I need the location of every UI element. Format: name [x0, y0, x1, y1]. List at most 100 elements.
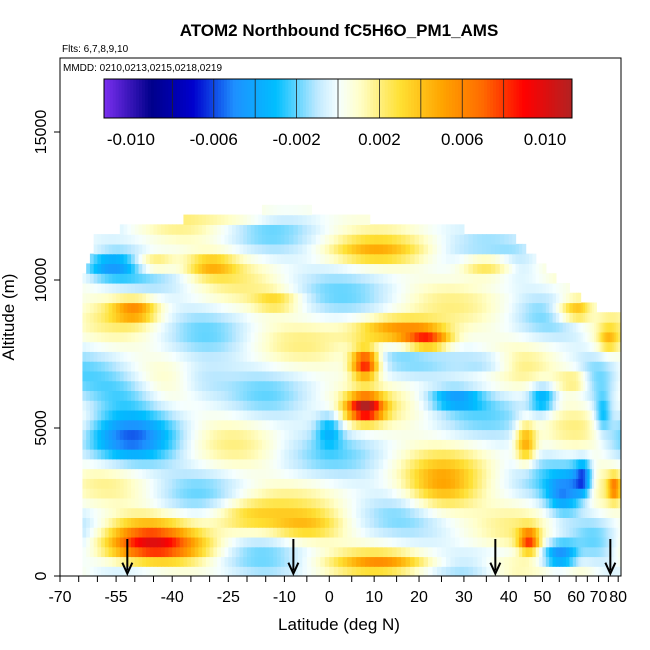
heat-cell [315, 546, 321, 558]
heat-cell [131, 302, 136, 313]
heat-cell [436, 331, 443, 343]
heat-cell [495, 282, 501, 294]
heat-cell [616, 439, 619, 450]
heat-cell [297, 214, 303, 225]
heat-cell [224, 556, 229, 567]
heat-cell [288, 419, 294, 431]
heat-cell [606, 517, 609, 528]
heat-cell [265, 351, 271, 362]
heat-cell [396, 517, 402, 528]
heat-cell [576, 546, 579, 558]
heat-cell [486, 234, 492, 245]
heat-cell [472, 546, 478, 558]
heat-cell [392, 341, 398, 352]
heat-cell [220, 263, 226, 274]
heat-cell [239, 517, 244, 528]
heat-cell [529, 507, 533, 518]
heat-cell [261, 517, 267, 528]
heat-cell [454, 312, 461, 323]
heat-cell [454, 566, 461, 577]
heat-cell [288, 331, 294, 343]
heat-cell [82, 361, 87, 372]
heat-cell [542, 536, 547, 548]
heat-cell [97, 302, 102, 313]
heat-cell [258, 419, 263, 431]
heat-cell [329, 243, 335, 255]
heat-cell [333, 458, 339, 470]
heat-cell [518, 429, 523, 440]
heat-cell [190, 234, 196, 245]
heat-cell [146, 439, 151, 450]
heat-cell [157, 234, 162, 245]
heat-cell [239, 458, 244, 470]
heat-cell [116, 517, 121, 528]
heat-cell [104, 380, 110, 392]
heat-cell [138, 449, 143, 460]
heat-cell [293, 302, 299, 313]
heat-cell [401, 409, 407, 421]
heat-cell [258, 292, 263, 304]
heat-cell [405, 546, 411, 558]
heat-cell [284, 214, 290, 225]
heat-cell [578, 409, 582, 421]
heat-cell [224, 566, 229, 577]
heat-cell [86, 556, 91, 567]
heat-cell [217, 546, 222, 558]
heat-cell [306, 488, 312, 499]
heat-cell [374, 536, 380, 548]
heat-cell [168, 322, 173, 333]
heat-cell [202, 409, 207, 421]
heat-cell [146, 380, 151, 392]
heat-cell [374, 478, 380, 489]
heat-cell [477, 390, 483, 401]
heat-cell [414, 331, 420, 343]
heat-cell [559, 497, 564, 509]
heat-cell [254, 253, 259, 265]
heat-cell [490, 331, 496, 343]
heat-cell [525, 312, 530, 323]
heat-cell [142, 302, 147, 313]
heat-cell [131, 449, 136, 460]
heat-cell [535, 419, 540, 431]
heat-cell [261, 566, 267, 577]
heat-cell [168, 312, 173, 323]
heat-cell [198, 536, 203, 548]
heat-cell [555, 458, 560, 470]
heat-cell [243, 439, 248, 450]
heat-cell [247, 390, 252, 401]
heat-cell [311, 263, 317, 274]
heat-cell [596, 439, 600, 450]
heat-cell [542, 409, 547, 421]
heat-cell [138, 351, 143, 362]
heat-cell [598, 527, 602, 538]
heat-cell [276, 331, 282, 343]
heat-cell [499, 390, 505, 401]
heat-cell [396, 497, 402, 509]
heat-cell [333, 322, 339, 333]
heat-cell [396, 243, 402, 255]
heat-cell [138, 312, 143, 323]
heat-cell [104, 507, 110, 518]
heat-cell [572, 361, 577, 372]
heat-cell [247, 458, 252, 470]
heat-cell [535, 527, 540, 538]
heat-cell [419, 497, 425, 509]
heat-cell [454, 234, 461, 245]
heat-cell [280, 449, 285, 460]
heat-cell [490, 527, 496, 538]
heat-cell [401, 517, 407, 528]
heat-cell [369, 351, 375, 362]
heat-cell [250, 341, 256, 352]
heat-cell [280, 292, 285, 304]
heat-cell [338, 390, 344, 401]
heat-cell [365, 263, 371, 274]
heat-cell [525, 507, 530, 518]
heat-cell [269, 546, 274, 558]
heat-cell [396, 302, 402, 313]
heat-cell [213, 292, 218, 304]
heat-cell [153, 331, 158, 343]
heat-cell [302, 224, 308, 235]
heat-cell [374, 566, 380, 577]
heat-cell [247, 370, 252, 382]
heat-cell [525, 458, 530, 470]
